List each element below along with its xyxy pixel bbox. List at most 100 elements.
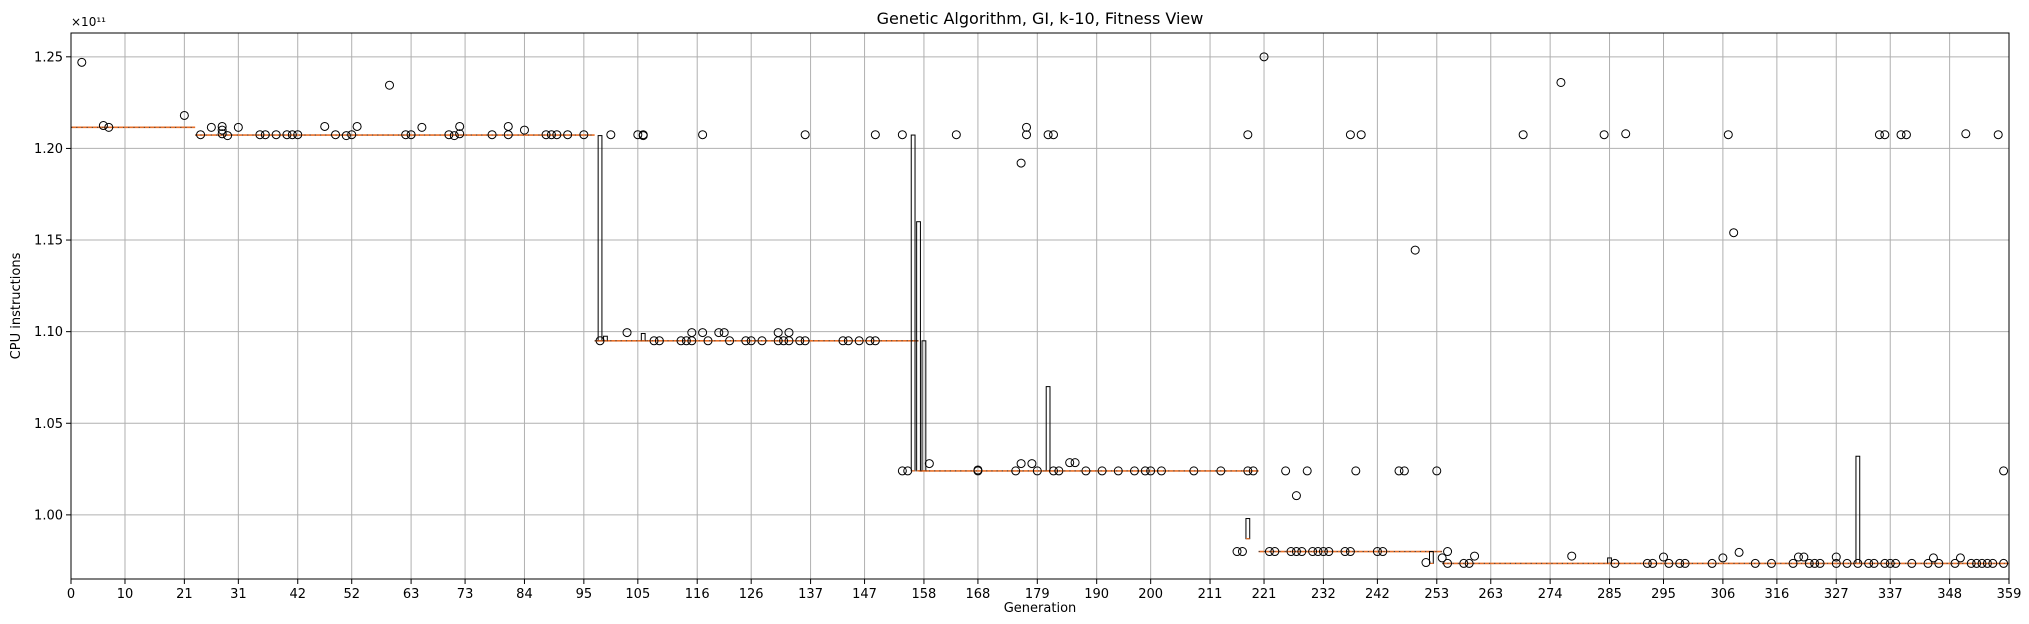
outlier-point bbox=[1896, 130, 1906, 140]
outlier-point bbox=[223, 131, 233, 141]
outlier-point bbox=[1988, 558, 1998, 568]
x-tick-label: 348 bbox=[1937, 587, 1962, 602]
outlier-point bbox=[1680, 558, 1690, 568]
outlier-point bbox=[1345, 547, 1355, 557]
outlier-point bbox=[1318, 547, 1328, 557]
outlier-point bbox=[1961, 129, 1971, 139]
outlier-point bbox=[795, 336, 805, 346]
x-tick-label: 295 bbox=[1651, 587, 1676, 602]
outlier-point bbox=[1351, 466, 1361, 476]
x-tick-label: 253 bbox=[1424, 587, 1449, 602]
outlier-point bbox=[924, 459, 934, 469]
outlier-point bbox=[196, 130, 206, 140]
outlier-point bbox=[1880, 130, 1890, 140]
outlier-point bbox=[271, 130, 281, 140]
outlier-point bbox=[1113, 466, 1123, 476]
x-axis-label: Generation bbox=[1004, 601, 1077, 616]
outlier-point bbox=[1923, 558, 1933, 568]
outlier-point bbox=[1189, 466, 1199, 476]
outlier-point bbox=[260, 130, 270, 140]
outlier-point bbox=[503, 130, 513, 140]
outlier-point bbox=[1016, 158, 1026, 168]
outlier-point bbox=[444, 130, 454, 140]
outlier-point bbox=[1950, 558, 1960, 568]
outlier-point bbox=[865, 336, 875, 346]
outlier-point bbox=[579, 130, 589, 140]
y-axis-label: CPU instructions bbox=[9, 252, 24, 359]
x-tick-label: 232 bbox=[1311, 587, 1336, 602]
outlier-point bbox=[1901, 130, 1911, 140]
outlier-point bbox=[1308, 547, 1318, 557]
x-tick-label: 63 bbox=[403, 587, 420, 602]
outlier-point bbox=[595, 336, 605, 346]
outlier-point bbox=[1707, 558, 1717, 568]
outlier-point bbox=[449, 131, 459, 141]
outlier-point bbox=[563, 130, 573, 140]
outlier-point bbox=[1243, 130, 1253, 140]
outlier-point bbox=[1999, 558, 2009, 568]
x-tick-label: 10 bbox=[117, 587, 134, 602]
outlier-point bbox=[1621, 129, 1631, 139]
outlier-point bbox=[784, 336, 794, 346]
outlier-point bbox=[1891, 558, 1901, 568]
y-tick-label: 1.15 bbox=[34, 234, 63, 249]
outlier-point bbox=[1799, 552, 1809, 562]
grid bbox=[70, 33, 2010, 579]
outlier-point bbox=[973, 465, 983, 475]
outlier-point bbox=[1810, 558, 1820, 568]
outlier-point bbox=[606, 130, 616, 140]
outlier-point bbox=[1237, 547, 1247, 557]
outlier-point bbox=[1421, 558, 1431, 568]
outlier-point bbox=[546, 130, 556, 140]
outlier-point bbox=[1864, 558, 1874, 568]
outlier-point bbox=[1270, 547, 1280, 557]
outlier-point bbox=[1831, 552, 1841, 562]
outlier-point bbox=[385, 80, 395, 90]
outlier-point bbox=[1556, 77, 1566, 87]
outlier-point bbox=[1216, 466, 1226, 476]
outlier-point bbox=[1966, 558, 1976, 568]
outlier-point bbox=[1324, 547, 1334, 557]
outliers bbox=[77, 52, 2009, 568]
outlier-point bbox=[1394, 466, 1404, 476]
outlier-point bbox=[1750, 558, 1760, 568]
outlier-point bbox=[287, 130, 297, 140]
outlier-point bbox=[1140, 466, 1150, 476]
outlier-point bbox=[1016, 459, 1026, 469]
x-tick-label: 52 bbox=[343, 587, 360, 602]
x-tick-label: 359 bbox=[1997, 587, 2022, 602]
outlier-point bbox=[347, 130, 357, 140]
outlier-point bbox=[676, 336, 686, 346]
outlier-point bbox=[255, 130, 265, 140]
outlier-point bbox=[98, 121, 108, 131]
y-tick-label: 1.05 bbox=[34, 417, 63, 432]
outlier-point bbox=[1340, 547, 1350, 557]
outlier-point bbox=[1815, 558, 1825, 568]
outlier-point bbox=[854, 336, 864, 346]
outlier-point bbox=[1955, 553, 1965, 563]
outlier-point bbox=[1659, 552, 1669, 562]
outlier-point bbox=[843, 336, 853, 346]
x-tick-label: 105 bbox=[625, 587, 650, 602]
outlier-point bbox=[1972, 558, 1982, 568]
outlier-point bbox=[698, 130, 708, 140]
outlier-point bbox=[649, 336, 659, 346]
outlier-point bbox=[1723, 130, 1733, 140]
outlier-point bbox=[1599, 130, 1609, 140]
plot-frame bbox=[70, 32, 2010, 580]
outlier-point bbox=[1048, 466, 1058, 476]
x-tick-label: 168 bbox=[966, 587, 991, 602]
y-tick-label: 1.10 bbox=[34, 325, 63, 340]
outlier-point bbox=[541, 130, 551, 140]
outlier-point bbox=[1259, 52, 1269, 62]
outlier-point bbox=[417, 122, 427, 132]
outlier-point bbox=[757, 336, 767, 346]
outlier-point bbox=[1232, 547, 1242, 557]
y-offset-label: ×10¹¹ bbox=[71, 15, 106, 29]
outlier-point bbox=[1286, 547, 1296, 557]
outlier-point bbox=[1977, 558, 1987, 568]
outlier-point bbox=[1842, 558, 1852, 568]
outlier-point bbox=[698, 328, 708, 338]
outlier-point bbox=[1054, 466, 1064, 476]
x-tick-label: 137 bbox=[798, 587, 823, 602]
